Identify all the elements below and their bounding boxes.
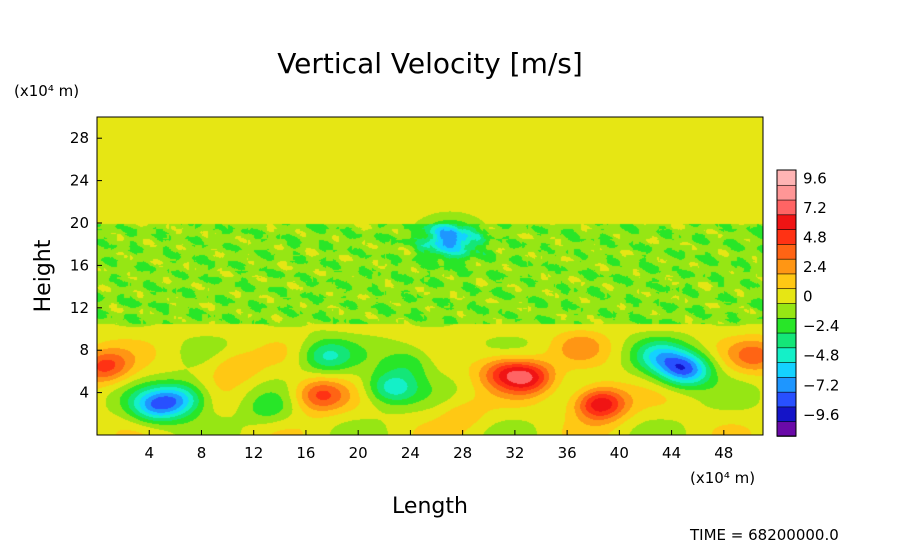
x-tick-label: 8: [197, 444, 207, 462]
x-tick-label: 40: [610, 444, 629, 462]
colorbar-label: 4.8: [803, 229, 827, 247]
colorbar-frame: [776, 169, 797, 437]
x-tick-label: 28: [453, 444, 472, 462]
y-tick-label: 16: [70, 256, 89, 274]
colorbar-swatch: [776, 287, 797, 304]
colorbar-label: −7.2: [803, 376, 839, 394]
plot-area: [96, 116, 764, 436]
y-axis-unit: (x10⁴ m): [14, 82, 79, 100]
colorbar-swatch: [776, 406, 797, 423]
x-tick-label: 4: [144, 444, 154, 462]
colorbar-swatch: [776, 243, 797, 260]
x-axis-label: Length: [392, 494, 468, 519]
y-tick-label: 8: [79, 341, 89, 359]
colorbar-label: 9.6: [803, 169, 827, 187]
colorbar-swatch: [776, 347, 797, 363]
colorbar-swatch: [776, 273, 797, 290]
x-tick-label: 36: [558, 444, 577, 462]
y-axis-ticks: 4 8 12 16 20 24 28: [70, 129, 102, 402]
x-tick-label: 32: [505, 444, 524, 462]
y-tick-label: 4: [79, 384, 89, 402]
heatmap-field: [97, 117, 763, 435]
colorbar-label: −4.8: [803, 347, 839, 365]
x-tick-label: 24: [401, 444, 420, 462]
chart-title: Vertical Velocity [m/s]: [277, 47, 583, 80]
colorbar-swatch: [776, 214, 797, 230]
y-tick-label: 20: [70, 214, 89, 232]
y-tick-label: 12: [70, 299, 89, 317]
colorbar-label: −2.4: [803, 317, 839, 335]
colorbar-swatch: [776, 391, 797, 408]
y-tick-label: 24: [70, 172, 89, 190]
colorbar-swatch: [776, 302, 797, 319]
colorbar-swatch: [776, 258, 797, 275]
x-tick-label: 48: [714, 444, 733, 462]
colorbar-swatch: [776, 361, 797, 378]
time-stamp: TIME = 68200000.0: [689, 526, 839, 544]
colorbar-swatch: [776, 184, 797, 201]
colorbar-labels: 9.6 7.2 4.8 2.4 0 −2.4 −4.8 −7.2 −9.6: [803, 169, 839, 423]
y-tick-label: 28: [70, 129, 89, 147]
colorbar: [776, 169, 797, 437]
colorbar-label: 2.4: [803, 258, 827, 276]
colorbar-label: 0: [803, 288, 813, 306]
plot-frame: [96, 116, 764, 436]
x-tick-label: 44: [662, 444, 681, 462]
colorbar-swatch: [776, 376, 797, 393]
colorbar-swatch: [776, 199, 797, 216]
colorbar-swatch: [776, 420, 797, 437]
x-tick-label: 12: [244, 444, 263, 462]
x-axis-unit: (x10⁴ m): [690, 469, 755, 487]
colorbar-swatch: [776, 169, 797, 186]
colorbar-swatch: [776, 317, 797, 334]
x-axis-ticks: 4 8 12 16 20 24 28 32 36 40 44 48: [144, 430, 733, 462]
colorbar-swatch: [776, 332, 797, 349]
x-tick-label: 20: [349, 444, 368, 462]
colorbar-swatch: [776, 228, 797, 245]
y-axis-label: Height: [31, 239, 56, 312]
colorbar-label: −9.6: [803, 406, 839, 424]
x-tick-label: 16: [296, 444, 315, 462]
heatmap-canvas: [97, 117, 763, 435]
colorbar-label: 7.2: [803, 199, 827, 217]
